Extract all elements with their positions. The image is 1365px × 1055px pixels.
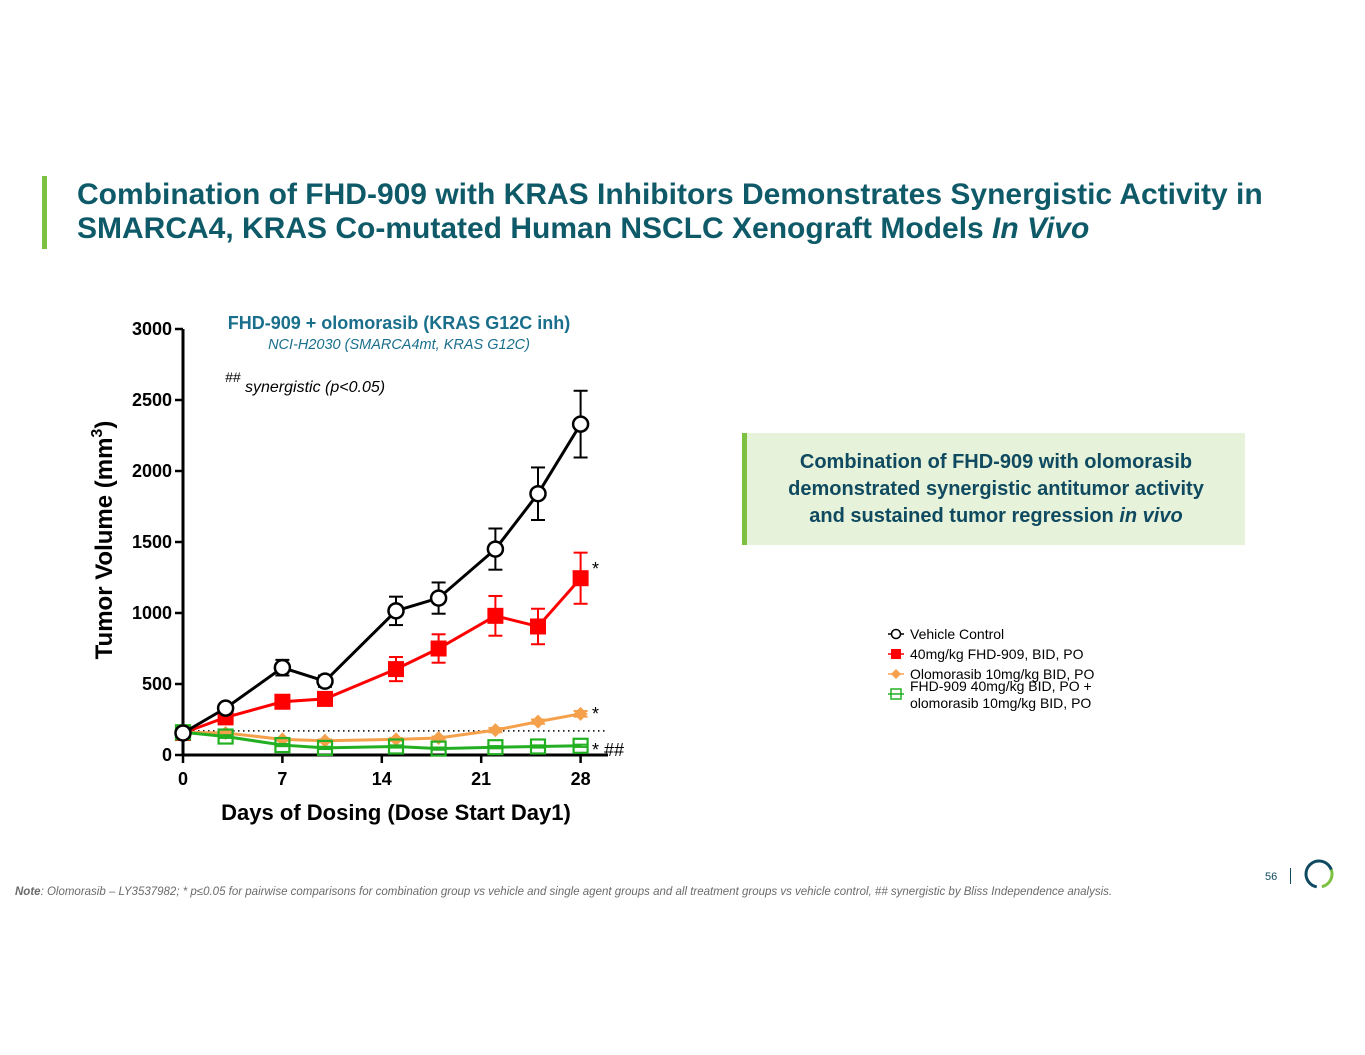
x-tick-label: 7 — [277, 769, 287, 789]
x-tick-label: 28 — [571, 769, 591, 789]
y-tick-label: 2500 — [132, 390, 172, 410]
y-tick-label: 0 — [162, 745, 172, 765]
chart-title: FHD-909 + olomorasib (KRAS G12C inh) — [228, 313, 571, 333]
data-point — [275, 732, 290, 747]
chart-subtitle: NCI-H2030 (SMARCA4mt, KRAS G12C) — [268, 337, 530, 353]
data-point — [487, 607, 504, 624]
callout-text: Combination of FHD-909 with olomorasib d… — [788, 449, 1204, 530]
series-line — [182, 712, 581, 743]
title-line-1: Combination of FHD-909 with KRAS Inhibit… — [77, 178, 1263, 211]
x-tick-label: 0 — [178, 769, 188, 789]
data-point — [486, 540, 505, 558]
data-point — [530, 618, 546, 635]
series-0 — [174, 389, 590, 742]
data-point — [429, 589, 448, 607]
logo-ring-dark — [1304, 859, 1334, 889]
callout-line-2: demonstrated synergistic antitumor activ… — [788, 477, 1204, 500]
data-point — [488, 723, 503, 738]
data-point — [430, 740, 447, 757]
callout-line-3: and sustained tumor regression in vivo — [788, 503, 1204, 530]
y-axis-label: Tumor Volume (mm3) — [89, 421, 118, 660]
significance-label: * — [592, 704, 599, 724]
annotation-text: synergistic (p<0.05) — [245, 379, 385, 396]
legend-label: Vehicle Control — [910, 626, 1004, 642]
footnote-text: : Olomorasib – LY3537982; * p≤0.05 for p… — [40, 886, 1113, 898]
data-point — [174, 724, 192, 742]
series-line — [182, 577, 582, 735]
data-point — [387, 738, 405, 755]
legend-marker — [891, 649, 901, 659]
data-point — [216, 699, 235, 717]
data-point — [531, 714, 545, 729]
significance-label: * ## — [592, 740, 624, 760]
y-tick-label: 500 — [142, 674, 172, 694]
y-axis-label-close: ) — [91, 421, 118, 429]
y-axis-label-sup: 3 — [89, 429, 106, 438]
legend-label: FHD-909 40mg/kg BID, PO + — [910, 678, 1092, 694]
significance-label: * — [592, 559, 599, 579]
series-line — [182, 423, 582, 735]
title-line-2: SMARCA4, KRAS Co-mutated Human NSCLC Xen… — [77, 212, 1347, 246]
data-point — [431, 730, 446, 745]
footnote: Note: Olomorasib – LY3537982; * p≤0.05 f… — [15, 886, 1112, 898]
data-point — [430, 640, 447, 657]
data-point — [387, 602, 405, 620]
y-tick-label: 3000 — [132, 319, 172, 339]
data-point — [572, 570, 589, 587]
legend: Vehicle Control 40mg/kg FHD-909, BID, PO O… — [888, 626, 1095, 711]
data-point — [529, 738, 547, 755]
legend-label: olomorasib 10mg/kg BID, PO — [910, 695, 1091, 711]
callout-line-3-text: and sustained tumor regression — [809, 504, 1120, 527]
x-axis-label: Days of Dosing (Dose Start Day1) — [221, 800, 571, 825]
series-line — [182, 730, 581, 751]
y-tick-label: 1500 — [132, 532, 172, 552]
data-point — [273, 658, 292, 677]
series-1 — [175, 551, 589, 741]
legend-label: 40mg/kg FHD-909, BID, PO — [910, 646, 1084, 662]
legend-marker — [891, 669, 901, 679]
data-point — [529, 484, 547, 503]
data-point — [217, 728, 234, 745]
footnote-label: Note — [15, 886, 41, 898]
y-tick-label: 1000 — [132, 603, 172, 623]
callout-line-1: Combination of FHD-909 with olomorasib — [799, 450, 1193, 473]
data-point — [316, 739, 334, 757]
annotation-prefix: ## — [225, 369, 241, 385]
data-point — [573, 706, 588, 721]
legend-marker — [890, 688, 902, 700]
callout-box: Combination of FHD-909 with olomorasib d… — [742, 433, 1245, 545]
x-tick-label: 21 — [471, 769, 491, 789]
callout-line-3-italic: in vivo — [1119, 504, 1183, 527]
data-point — [572, 737, 589, 754]
data-point — [274, 693, 291, 710]
page-number: 56 — [1265, 871, 1278, 883]
data-point — [571, 415, 590, 433]
data-point — [388, 661, 404, 678]
y-axis-label-text: Tumor Volume (mm — [91, 438, 118, 660]
title-line-2-italic: In Vivo — [992, 212, 1090, 245]
logo-ring-green — [1304, 859, 1334, 889]
slide-title: Combination of FHD-909 with KRAS Inhibit… — [77, 178, 1347, 246]
data-point — [316, 672, 334, 690]
data-point — [317, 690, 333, 707]
title-accent-bar — [42, 176, 47, 249]
data-point — [274, 736, 291, 754]
x-tick-label: 14 — [372, 769, 392, 789]
legend-label: Olomorasib 10mg/kg BID, PO — [910, 666, 1095, 682]
data-point — [487, 739, 504, 756]
legend-marker — [890, 628, 902, 640]
company-logo-ring — [1304, 859, 1334, 889]
title-line-2-text: SMARCA4, KRAS Co-mutated Human NSCLC Xen… — [77, 212, 993, 245]
y-tick-label: 2000 — [132, 461, 172, 481]
page-separator — [1290, 868, 1291, 884]
